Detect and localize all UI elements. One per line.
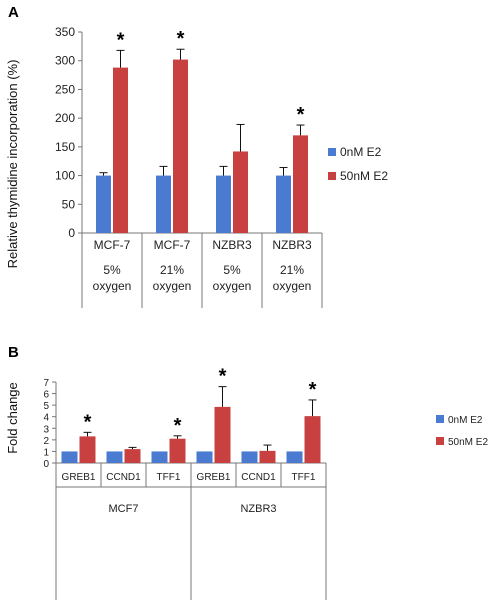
- panel-b-bar: [79, 436, 96, 463]
- panel-b-bar: [196, 451, 213, 463]
- panel-a-legend-swatch: [328, 172, 336, 180]
- panel-a-significance-star: *: [177, 28, 185, 50]
- panel-a-category-condition: 5%: [223, 263, 241, 277]
- panel-b-legend-swatch: [436, 415, 444, 423]
- panel-a-legend-label: 50nM E2: [340, 169, 388, 183]
- panel-a-category-condition: oxygen: [153, 279, 192, 293]
- panel-a-y-tick-label: 350: [55, 25, 75, 39]
- panel-a-legend-swatch: [328, 148, 336, 156]
- panel-a-category-condition: 5%: [103, 263, 121, 277]
- panel-b-significance-star: *: [174, 415, 182, 437]
- panel-b-y-tick-label: 0: [43, 459, 49, 470]
- panel-a-bar: [233, 151, 248, 233]
- panel-a-bar: [173, 59, 188, 233]
- panel-a-category-condition: oxygen: [93, 279, 132, 293]
- panel-a-y-axis-label: Relative thymidine incorporation (%): [5, 60, 20, 269]
- panel-a-y-tick-label: 250: [55, 82, 75, 96]
- panel-a-category-condition: oxygen: [273, 279, 312, 293]
- panel-b-bar: [151, 451, 168, 463]
- panel-a-category-condition: 21%: [280, 263, 304, 277]
- panel-b-category-label: CCND1: [241, 472, 276, 483]
- panel-b-bar: [106, 451, 123, 463]
- panel-b-category-label: GREB1: [197, 472, 231, 483]
- panel-a-bar: [216, 175, 231, 233]
- panel-b-y-tick-label: 4: [43, 413, 49, 424]
- panel-b-bar: [169, 438, 186, 463]
- panel-b-legend-label: 0nM E2: [448, 415, 483, 426]
- panel-a-legend-label: 0nM E2: [340, 145, 382, 159]
- panel-b-bar: [286, 451, 303, 463]
- panel-a-category-label: NZBR3: [272, 238, 312, 252]
- panel-b-bar: [214, 406, 231, 463]
- panel-b-label: B: [8, 344, 19, 361]
- panel-a-category-label: MCF-7: [94, 238, 131, 252]
- panel-b-bar: [241, 451, 258, 463]
- panel-a-bar: [113, 67, 128, 233]
- panel-a-category-condition: oxygen: [213, 279, 252, 293]
- panel-b-y-axis-label: Fold change: [5, 382, 20, 454]
- panel-b-group-label: MCF7: [109, 503, 139, 515]
- panel-a-significance-star: *: [297, 104, 305, 126]
- panel-b-significance-star: *: [219, 366, 227, 388]
- panel-a-label: A: [8, 4, 19, 21]
- panel-b-bar: [304, 416, 321, 463]
- panel-b-legend-swatch: [436, 437, 444, 445]
- panel-b-category-label: GREB1: [62, 472, 96, 483]
- panel-a-bar: [293, 135, 308, 233]
- panel-a-category-condition: 21%: [160, 263, 184, 277]
- panel-b-legend-label: 50nM E2: [448, 437, 488, 448]
- panel-a-bar: [156, 175, 171, 233]
- panel-b-y-tick-label: 6: [43, 390, 49, 401]
- panel-b-significance-star: *: [84, 411, 92, 433]
- panel-b-bar: [124, 449, 141, 463]
- panel-a-y-tick-label: 0: [68, 226, 75, 240]
- panel-b-group-label: NZBR3: [240, 503, 276, 515]
- panel-a-y-tick-label: 200: [55, 111, 75, 125]
- panel-a-y-tick-label: 100: [55, 169, 75, 183]
- panel-b-y-tick-label: 5: [43, 401, 49, 412]
- panel-b-y-tick-label: 7: [43, 378, 49, 389]
- panel-a-bar: [276, 175, 291, 233]
- panel-a-y-tick-label: 50: [62, 197, 76, 211]
- panel-b-significance-star: *: [309, 379, 317, 401]
- panel-b-y-tick-label: 1: [43, 447, 49, 458]
- panel-b-y-tick-label: 3: [43, 424, 49, 435]
- panel-b-bar: [61, 451, 78, 463]
- panel-a-category-label: NZBR3: [212, 238, 252, 252]
- panel-b-bar: [259, 450, 276, 463]
- panel-b-y-tick-label: 2: [43, 436, 49, 447]
- panel-a-chart: 0 50 100 150 200 250 300 350 * MCF-7 5% oxygen * MCF-…: [55, 25, 388, 308]
- panel-a-bar: [96, 175, 111, 233]
- panel-a-y-tick-label: 150: [55, 140, 75, 154]
- panel-a-category-label: MCF-7: [154, 238, 191, 252]
- panel-a-y-tick-label: 300: [55, 54, 75, 68]
- panel-b-category-label: CCND1: [106, 472, 141, 483]
- panel-b-category-label: TFF1: [292, 472, 316, 483]
- panel-a-significance-star: *: [117, 29, 125, 51]
- panel-b-category-label: TFF1: [157, 472, 181, 483]
